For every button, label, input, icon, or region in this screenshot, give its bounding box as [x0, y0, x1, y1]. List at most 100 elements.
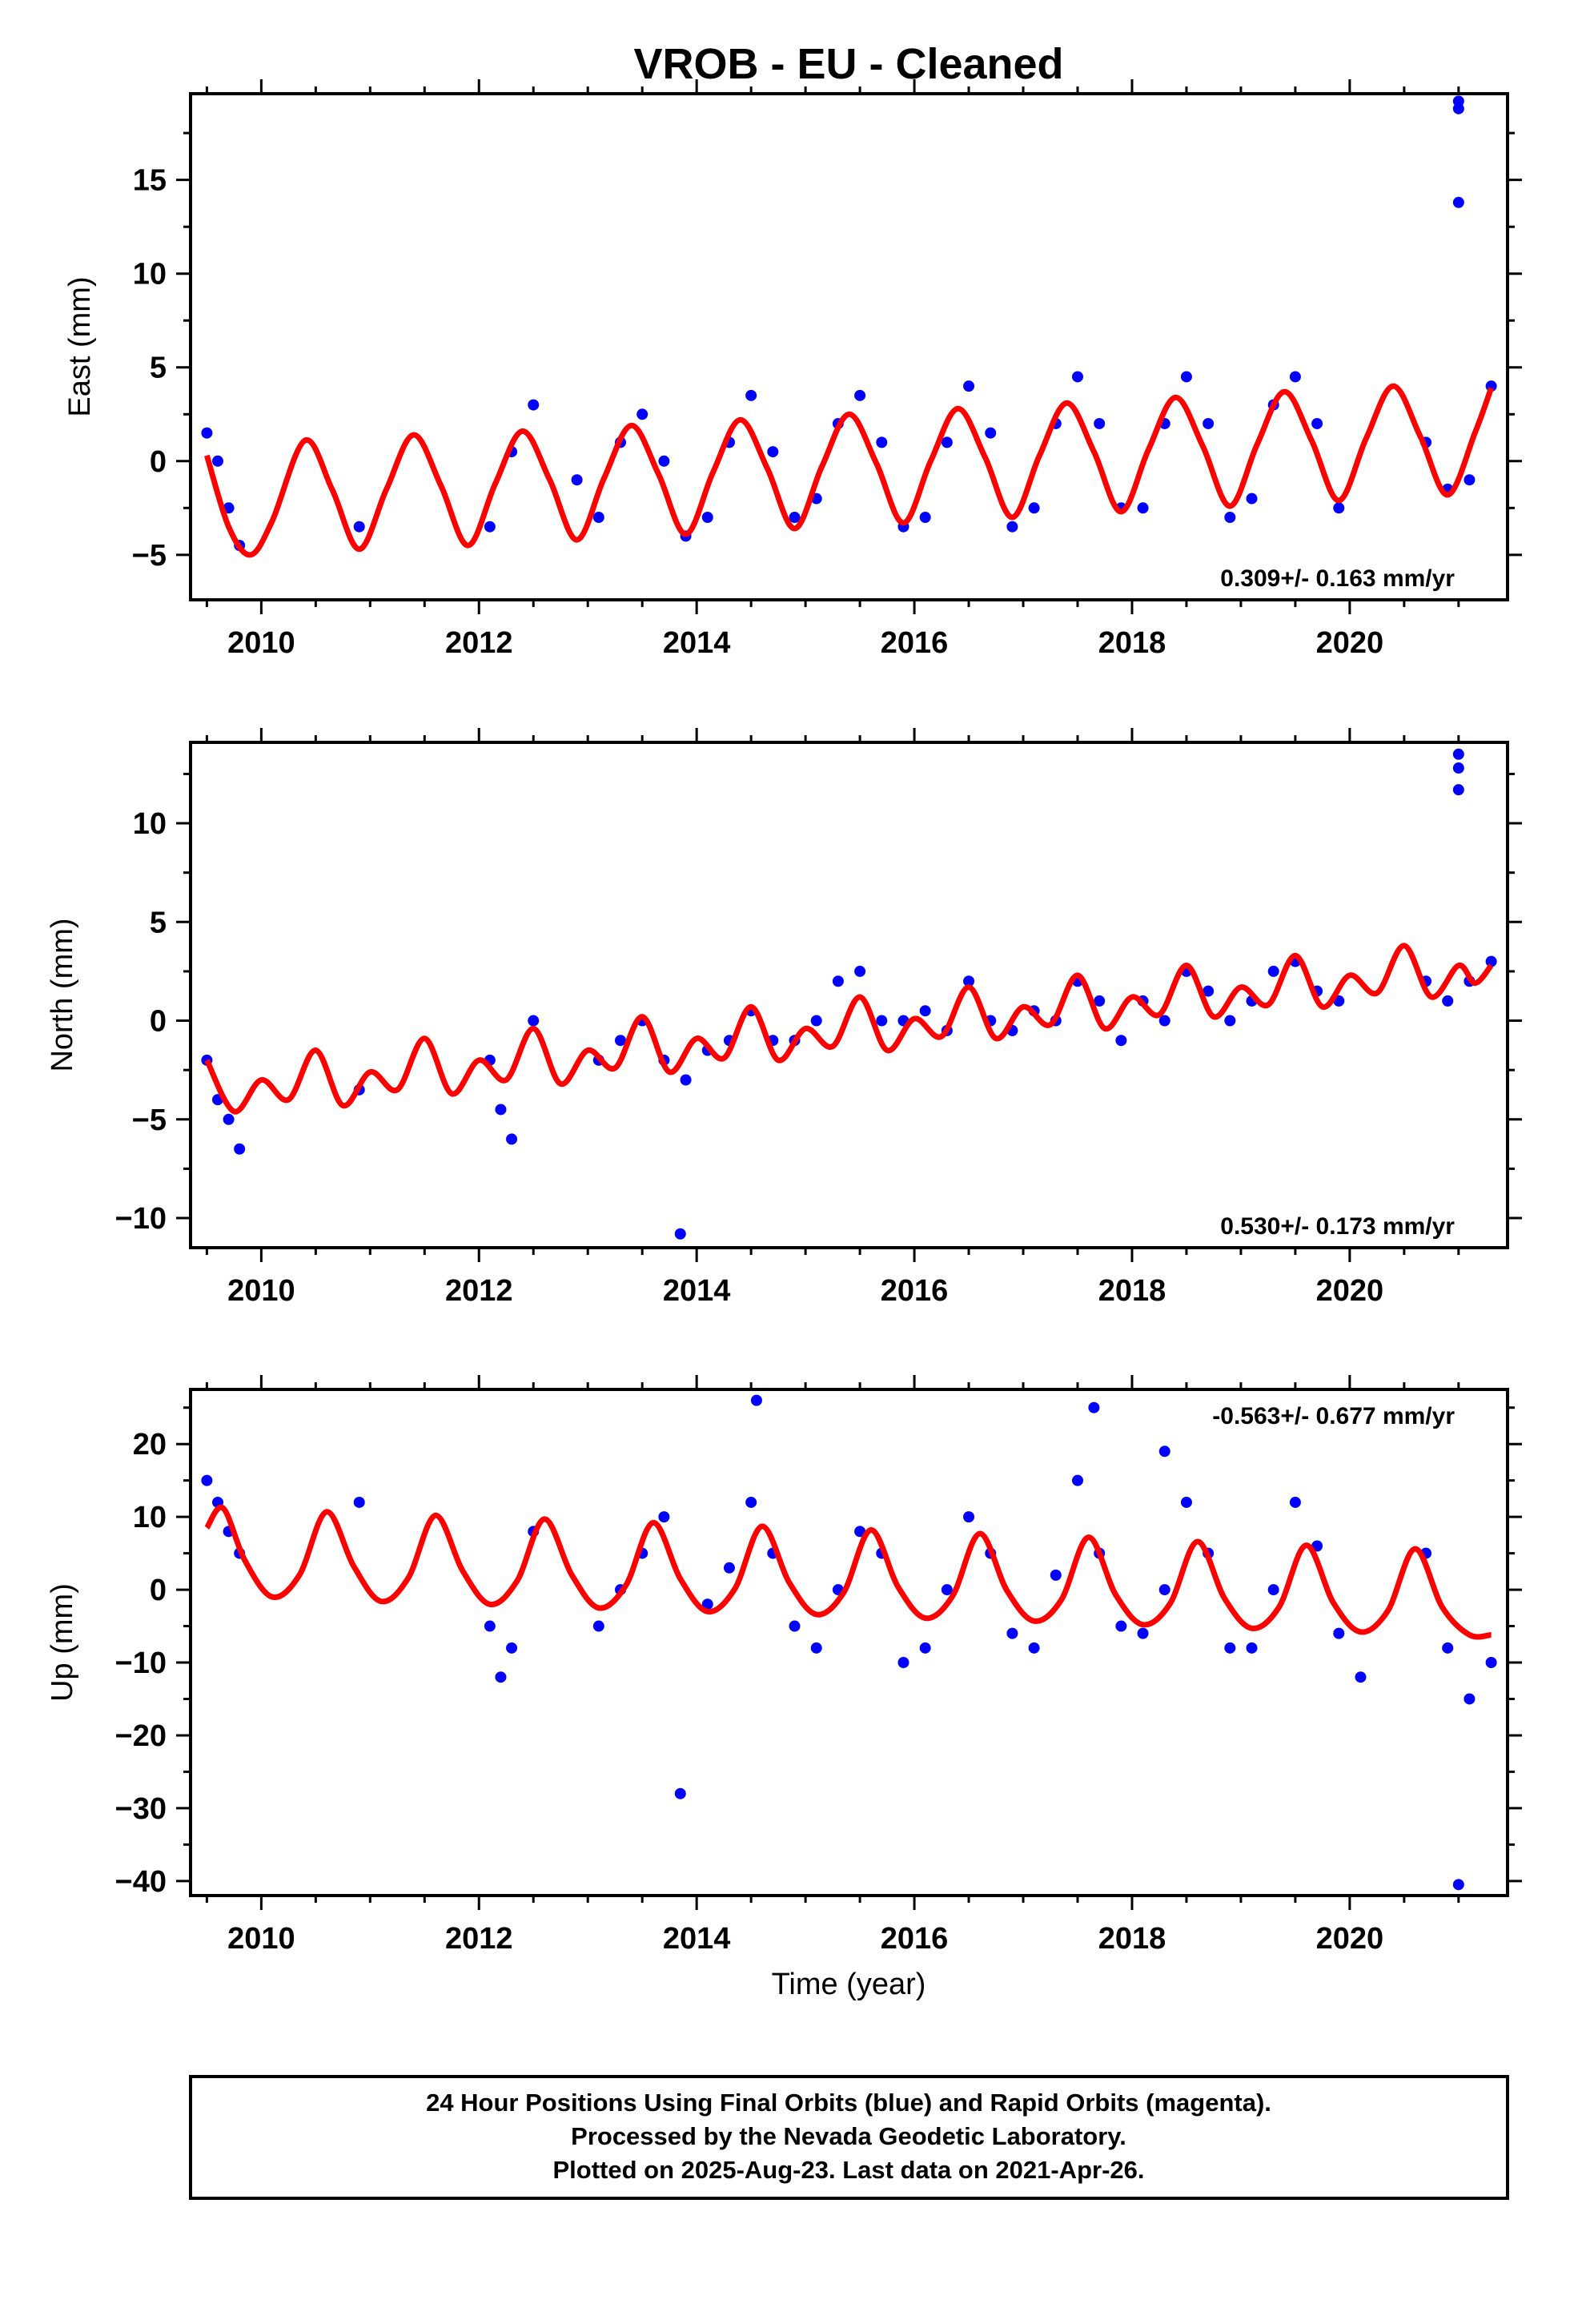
up-data-point	[723, 1562, 735, 1574]
footer-box: 24 Hour Positions Using Final Orbits (bl…	[189, 2075, 1509, 2200]
up-data-point	[1355, 1671, 1367, 1683]
up-data-point	[1485, 1657, 1497, 1669]
up-data-point	[1158, 1445, 1170, 1458]
east-x-tick-label: 2014	[663, 626, 731, 660]
north-data-point	[495, 1104, 507, 1116]
north-model-line	[204, 943, 1494, 1115]
up-plot-area	[201, 1394, 1497, 1891]
north-frame	[189, 741, 1509, 1249]
north-data-point	[854, 965, 866, 977]
north-x-tick-label: 2010	[227, 1274, 295, 1308]
up-y-axis-label: Up (mm)	[46, 1583, 79, 1702]
north-data-point	[1485, 955, 1497, 967]
north-data-point	[1115, 1035, 1127, 1047]
up-data-point	[506, 1642, 518, 1654]
north-x-tick-label: 2016	[881, 1274, 949, 1308]
up-data-point	[854, 1526, 866, 1538]
north-data-point	[506, 1133, 518, 1145]
east-data-point	[1311, 417, 1323, 429]
east-data-point	[919, 512, 931, 524]
north-data-point	[223, 1113, 235, 1125]
east-data-point	[1094, 417, 1106, 429]
east-data-point	[592, 512, 604, 524]
up-y-tick-label: −40	[115, 1865, 167, 1899]
up-data-point	[963, 1511, 975, 1523]
up-x-tick-label: 2018	[1098, 1922, 1166, 1956]
east-plot-area	[201, 95, 1497, 558]
north-data-point	[1442, 995, 1454, 1007]
up-data-point	[353, 1496, 365, 1508]
up-data-point	[484, 1620, 496, 1632]
up-y-tick-label: 20	[133, 1428, 167, 1462]
east-data-point	[1180, 371, 1192, 383]
north-data-point	[1158, 1015, 1170, 1027]
north-y-tick-label: 0	[150, 1005, 167, 1039]
up-data-point	[941, 1584, 953, 1596]
east-data-point	[1203, 417, 1215, 429]
east-x-tick-label: 2018	[1098, 626, 1166, 660]
north-y-tick-label: 5	[150, 906, 167, 939]
up-data-point	[1137, 1627, 1149, 1639]
chart-title: VROB - EU - Cleaned	[633, 40, 1063, 88]
east-data-point	[1071, 371, 1083, 383]
up-data-point	[1289, 1496, 1301, 1508]
up-data-point	[1333, 1627, 1345, 1639]
east-data-point	[1028, 502, 1040, 514]
up-data-point	[1006, 1627, 1018, 1639]
north-data-point	[1267, 965, 1279, 977]
north-x-tick-label: 2012	[445, 1274, 513, 1308]
east-x-tick-label: 2020	[1316, 626, 1384, 660]
up-data-point	[750, 1394, 762, 1406]
up-x-tick-label: 2014	[663, 1922, 731, 1956]
up-data-point	[201, 1474, 213, 1486]
east-data-point	[1333, 502, 1345, 514]
east-data-point	[484, 521, 496, 533]
east-x-tick-label: 2012	[445, 626, 513, 660]
up-model-line	[204, 1504, 1492, 1640]
up-y-tick-label: −20	[115, 1719, 167, 1753]
east-data-point	[789, 512, 801, 524]
x-axis-label: Time (year)	[772, 1968, 926, 2001]
up-x-tick-label: 2020	[1316, 1922, 1384, 1956]
north-x-tick-label: 2020	[1316, 1274, 1384, 1308]
north-data-point	[680, 1074, 692, 1086]
up-data-point	[1050, 1569, 1062, 1581]
up-data-point	[592, 1620, 604, 1632]
up-data-point	[495, 1671, 507, 1683]
up-data-point	[1088, 1401, 1100, 1413]
north-data-point	[810, 1015, 822, 1027]
east-data-point	[1137, 502, 1149, 514]
north-y-tick-label: −5	[132, 1104, 167, 1137]
up-frame	[189, 1388, 1509, 1897]
east-data-point	[1464, 474, 1476, 486]
up-data-point	[1180, 1496, 1192, 1508]
east-frame	[189, 92, 1509, 601]
east-data-point	[636, 408, 648, 420]
up-x-tick-label: 2012	[445, 1922, 513, 1956]
east-data-point	[528, 399, 540, 411]
north-data-point	[1094, 995, 1106, 1007]
north-data-point	[674, 1228, 686, 1240]
east-data-point	[985, 427, 997, 439]
east-model-line	[204, 383, 1494, 558]
up-data-point	[674, 1787, 686, 1799]
east-y-tick-label: 15	[133, 164, 167, 198]
up-data-point	[1071, 1474, 1083, 1486]
footer-line-2: Processed by the Nevada Geodetic Laborat…	[571, 2122, 1126, 2150]
north-data-point	[1452, 784, 1464, 796]
east-data-point	[767, 446, 779, 458]
east-data-point	[1452, 103, 1464, 115]
up-y-tick-label: −10	[115, 1647, 167, 1680]
up-data-point	[789, 1620, 801, 1632]
up-data-point	[1246, 1642, 1258, 1654]
up-y-tick-label: 10	[133, 1501, 167, 1534]
up-data-point	[919, 1642, 931, 1654]
north-data-point	[1452, 748, 1464, 760]
up-data-point	[745, 1496, 757, 1508]
east-data-point	[1452, 196, 1464, 208]
footer-frame	[189, 2075, 1509, 2200]
east-data-point	[353, 521, 365, 533]
north-y-tick-label: 10	[133, 807, 167, 841]
up-y-tick-label: 0	[150, 1574, 167, 1607]
up-x-tick-label: 2010	[227, 1922, 295, 1956]
